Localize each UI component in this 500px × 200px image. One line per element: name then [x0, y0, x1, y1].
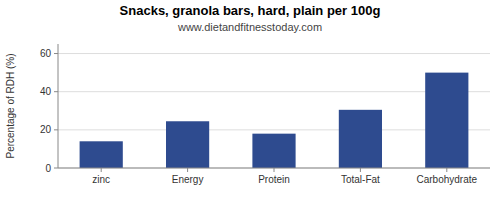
x-tick-label: Carbohydrate [417, 174, 478, 185]
title: Snacks, granola bars, hard, plain per 10… [120, 3, 381, 18]
y-tick [54, 53, 58, 54]
x-tick [101, 168, 102, 172]
bar [80, 141, 123, 168]
x-tick [360, 168, 361, 172]
y-tick-label: 40 [40, 86, 52, 97]
bar [166, 121, 209, 168]
y-axis: 0 20 40 60 [40, 44, 58, 174]
x-tick-label: Protein [258, 174, 290, 185]
y-axis-label: Percentage of RDH (%) [5, 53, 16, 158]
y-tick [54, 91, 58, 92]
y-tick-label: 60 [40, 48, 52, 59]
x-tick [187, 168, 188, 172]
x-axis: zinc Energy Protein Total-Fat Carbohydrate [58, 168, 490, 185]
bar [339, 110, 382, 168]
chart: Snacks, granola bars, hard, plain per 10… [0, 0, 500, 200]
y-tick [54, 168, 58, 169]
bar [425, 73, 468, 168]
y-tick-label: 0 [45, 163, 51, 174]
bars [80, 73, 469, 168]
subtitle: www.dietandfitnesstoday.com [177, 21, 322, 33]
x-tick-label: Total-Fat [341, 174, 380, 185]
x-tick [274, 168, 275, 172]
page: Chart html, body { margin: 0; padding: 0… [0, 0, 500, 200]
y-axis-line [58, 44, 59, 168]
x-tick [446, 168, 447, 172]
grid [58, 54, 490, 168]
y-tick [54, 129, 58, 130]
page-body: {"chart_data": {"type": "bar", "title": … [0, 0, 500, 200]
x-tick-label: Energy [172, 174, 204, 185]
x-tick-label: zinc [92, 174, 110, 185]
chart-container: Snacks, granola bars, hard, plain per 10… [0, 0, 500, 200]
bar [252, 134, 295, 168]
grid-line [58, 53, 490, 54]
y-tick-label: 20 [40, 124, 52, 135]
